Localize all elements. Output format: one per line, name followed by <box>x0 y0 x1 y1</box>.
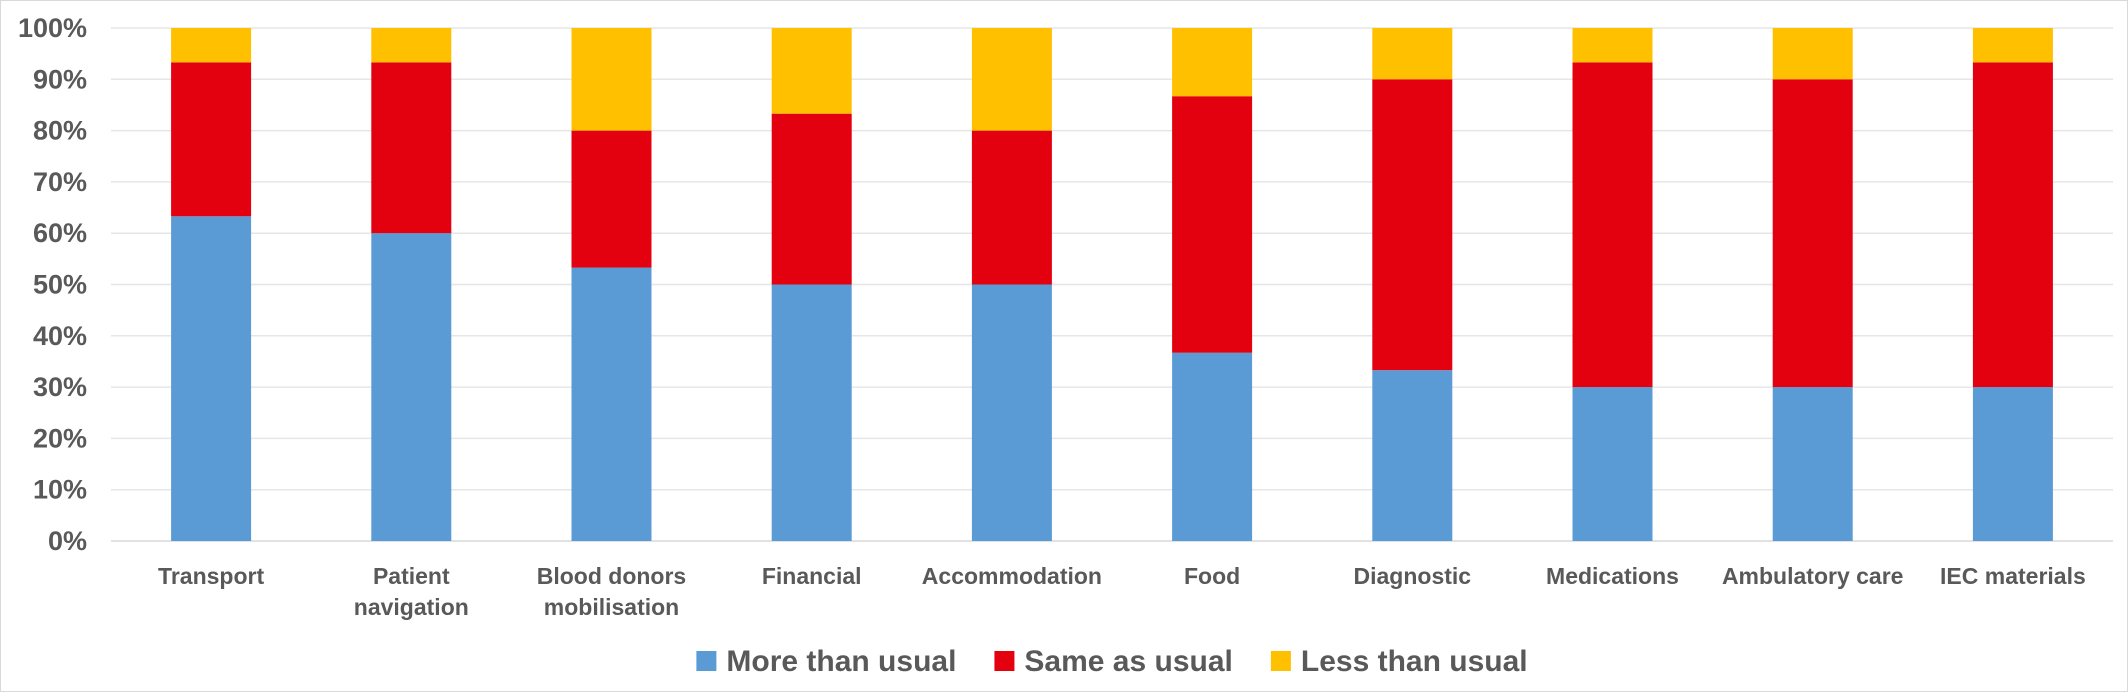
x-tick-label: mobilisation <box>544 594 679 620</box>
y-tick-label: 70% <box>33 167 87 197</box>
bar-segment-less-than-usual <box>371 28 451 62</box>
bar-segment-more-than-usual <box>1172 353 1252 541</box>
x-tick-label: Accommodation <box>922 563 1102 589</box>
x-tick-label: Food <box>1184 563 1240 589</box>
y-tick-label: 40% <box>33 321 87 351</box>
legend-label: Less than usual <box>1301 645 1528 678</box>
bar-segment-same-as-usual <box>772 114 852 285</box>
x-tick-label: Patient <box>373 563 450 589</box>
y-tick-label: 20% <box>33 423 87 453</box>
bar-segment-same-as-usual <box>1773 79 1853 387</box>
legend: More than usual Same as usual Less than us… <box>696 645 1527 678</box>
legend-item: More than usual <box>696 645 956 678</box>
y-axis: 0% 10% 20% 30% 40% 50% 60% 70% 80% 90% 100% <box>18 13 87 556</box>
y-tick-label: 50% <box>33 270 87 300</box>
bar-segment-more-than-usual <box>1973 387 2053 541</box>
bar-segment-more-than-usual <box>572 268 652 541</box>
legend-item: Same as usual <box>994 645 1232 678</box>
bar-segment-same-as-usual <box>972 131 1052 285</box>
bar-segment-same-as-usual <box>171 62 251 216</box>
x-tick-label: Blood donors <box>537 563 686 589</box>
bar-segment-more-than-usual <box>1773 387 1853 541</box>
legend-label: Same as usual <box>1024 645 1232 678</box>
bar-segment-more-than-usual <box>171 216 251 541</box>
legend-item: Less than usual <box>1271 645 1528 678</box>
bar-segment-same-as-usual <box>371 62 451 233</box>
y-tick-label: 30% <box>33 372 87 402</box>
stacked-bar-chart: 0% 10% 20% 30% 40% 50% 60% 70% 80% 90% 100% Transp… <box>1 1 2127 691</box>
y-tick-label: 100% <box>18 13 87 43</box>
bar-segment-less-than-usual <box>1773 28 1853 79</box>
bar-segment-less-than-usual <box>1172 28 1252 96</box>
bar-segment-less-than-usual <box>572 28 652 131</box>
x-tick-label: Financial <box>762 563 862 589</box>
chart-frame: 0% 10% 20% 30% 40% 50% 60% 70% 80% 90% 100% Transp… <box>0 0 2128 692</box>
y-tick-label: 60% <box>33 218 87 248</box>
bar-segment-more-than-usual <box>972 285 1052 542</box>
bar-segment-less-than-usual <box>1372 28 1452 79</box>
bar-segment-less-than-usual <box>1973 28 2053 62</box>
legend-label: More than usual <box>726 645 956 678</box>
x-tick-label: navigation <box>354 594 469 620</box>
bar-segment-more-than-usual <box>1573 387 1653 541</box>
x-axis: Transport Patient navigation Blood donors mo… <box>158 563 2086 620</box>
legend-swatch <box>994 651 1014 671</box>
bar-segment-less-than-usual <box>171 28 251 62</box>
bar-segment-same-as-usual <box>1973 62 2053 387</box>
y-tick-label: 80% <box>33 116 87 146</box>
x-tick-label: Medications <box>1546 563 1679 589</box>
y-tick-label: 0% <box>48 526 87 556</box>
bar-segment-more-than-usual <box>772 285 852 542</box>
bar-segment-more-than-usual <box>371 233 451 541</box>
bar-segment-same-as-usual <box>1573 62 1653 387</box>
legend-swatch <box>1271 651 1291 671</box>
y-tick-label: 90% <box>33 64 87 94</box>
bar-segment-less-than-usual <box>772 28 852 114</box>
y-tick-label: 10% <box>33 475 87 505</box>
x-tick-label: Transport <box>158 563 264 589</box>
x-tick-label: Ambulatory care <box>1722 563 1904 589</box>
x-tick-label: IEC materials <box>1940 563 2086 589</box>
bar-segment-less-than-usual <box>972 28 1052 131</box>
bar-segment-same-as-usual <box>1172 96 1252 353</box>
bar-segment-more-than-usual <box>1372 370 1452 541</box>
bar-segment-same-as-usual <box>572 131 652 268</box>
bar-segment-less-than-usual <box>1573 28 1653 62</box>
x-tick-label: Diagnostic <box>1354 563 1472 589</box>
legend-swatch <box>696 651 716 671</box>
bar-segment-same-as-usual <box>1372 79 1452 370</box>
